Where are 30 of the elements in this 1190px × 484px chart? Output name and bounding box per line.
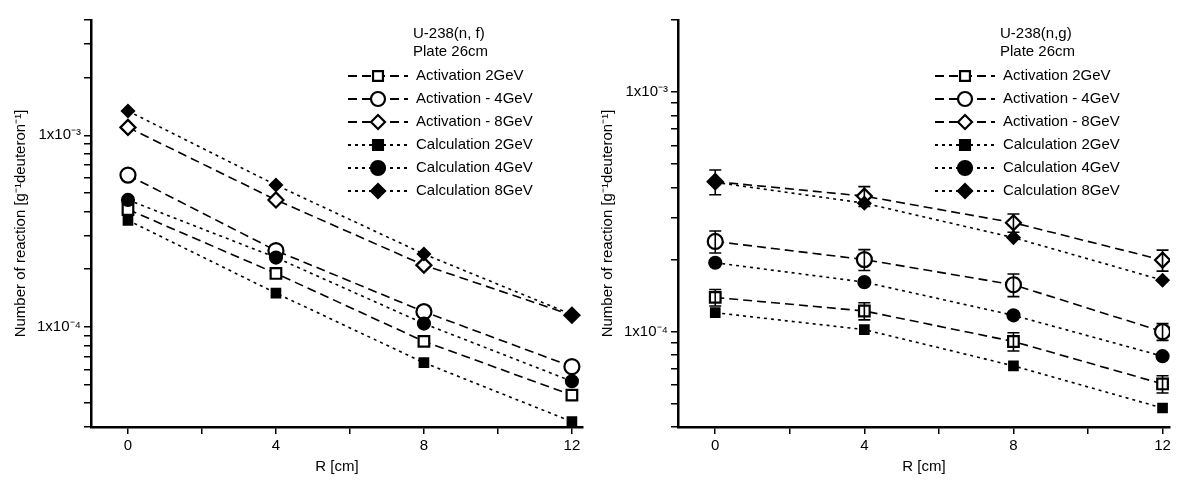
legend-label: Calculation 2GeV	[416, 135, 533, 153]
x-tick-label: 0	[123, 436, 133, 454]
x-tick-label: 4	[860, 436, 869, 454]
legend-label: Activation - 8GeV	[416, 112, 533, 130]
x-axis-title: R [cm]	[315, 457, 359, 475]
x-axis-title: R [cm]	[902, 457, 946, 475]
x-tick-label: 12	[563, 436, 581, 454]
y-axis-title: Number of reaction [g⁻¹deuteron⁻¹]	[11, 109, 29, 338]
y-axis-title: Number of reaction [g⁻¹deuteron⁻¹]	[598, 109, 616, 338]
legend-label: Activation 2GeV	[416, 66, 524, 84]
legend-label: Activation 2GeV	[1003, 66, 1111, 84]
legend-label: Calculation 2GeV	[1003, 135, 1120, 153]
y-tick-label: 1x10⁻³	[625, 82, 668, 100]
y-tick-label: 1x10⁻⁴	[623, 321, 668, 339]
legend-label: Calculation 8GeV	[1003, 181, 1120, 199]
legend-label: Activation - 4GeV	[416, 89, 533, 107]
legend-label: Calculation 4GeV	[1003, 158, 1120, 176]
x-tick-label: 8	[419, 436, 429, 454]
legend-label: Calculation 4GeV	[416, 158, 533, 176]
x-tick-label: 4	[271, 436, 281, 454]
legend-label: Calculation 8GeV	[416, 181, 533, 199]
x-tick-label: 8	[1009, 436, 1018, 454]
y-tick-label: 1x10⁻³	[38, 125, 81, 143]
legend-label: Activation - 8GeV	[1003, 112, 1120, 130]
x-tick-label: 12	[1154, 436, 1171, 454]
legend-title: U-238(n,g) Plate 26cm	[1000, 24, 1076, 60]
legend-label: Activation - 4GeV	[1003, 89, 1120, 107]
y-tick-label: 1x10⁻⁴	[36, 316, 81, 334]
legend-title: U-238(n, f) Plate 26cm	[413, 24, 489, 60]
x-tick-label: 0	[711, 436, 720, 454]
